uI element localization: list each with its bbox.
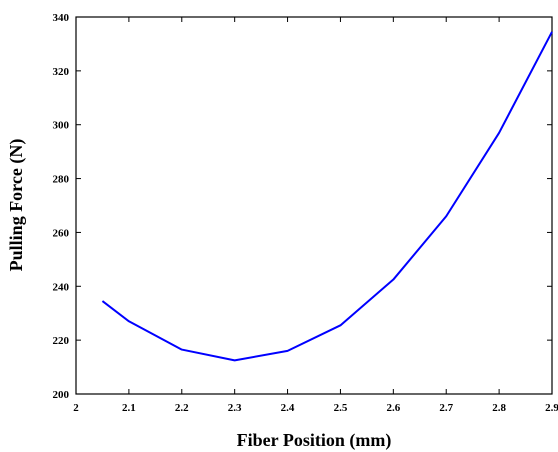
y-tick-label: 320 [53, 66, 70, 78]
x-tick-label: 2.8 [492, 402, 506, 414]
y-tick-label: 280 [53, 174, 70, 186]
x-tick-label: 2.2 [175, 402, 189, 414]
x-tick-label: 2.4 [281, 402, 295, 414]
x-tick-label: 2.3 [228, 402, 242, 414]
y-ticks: 200 220 240 260 280 300 320 340 [53, 12, 552, 401]
y-tick-label: 260 [53, 227, 70, 239]
x-tick-label: 2.5 [334, 402, 348, 414]
x-ticks: 2 2.1 2.2 2.3 2.4 2.5 2.6 2.7 2.8 2.9 [73, 17, 558, 414]
y-tick-label: 340 [53, 12, 70, 24]
x-tick-label: 2.7 [439, 402, 453, 414]
y-axis-label: Pulling Force (N) [6, 139, 27, 272]
plot-frame [75, 16, 553, 395]
x-tick-label: 2 [73, 402, 79, 414]
x-tick-label: 2.9 [545, 402, 558, 414]
y-tick-label: 240 [53, 281, 70, 293]
y-tick-label: 220 [53, 335, 70, 347]
series-layer [101, 31, 553, 362]
y-tick-label: 200 [53, 389, 70, 401]
y-tick-label: 300 [53, 120, 70, 132]
x-tick-label: 2.6 [386, 402, 400, 414]
x-tick-label: 2.1 [122, 402, 136, 414]
series-line [101, 31, 553, 362]
x-axis-label: Fiber Position (mm) [237, 430, 392, 451]
